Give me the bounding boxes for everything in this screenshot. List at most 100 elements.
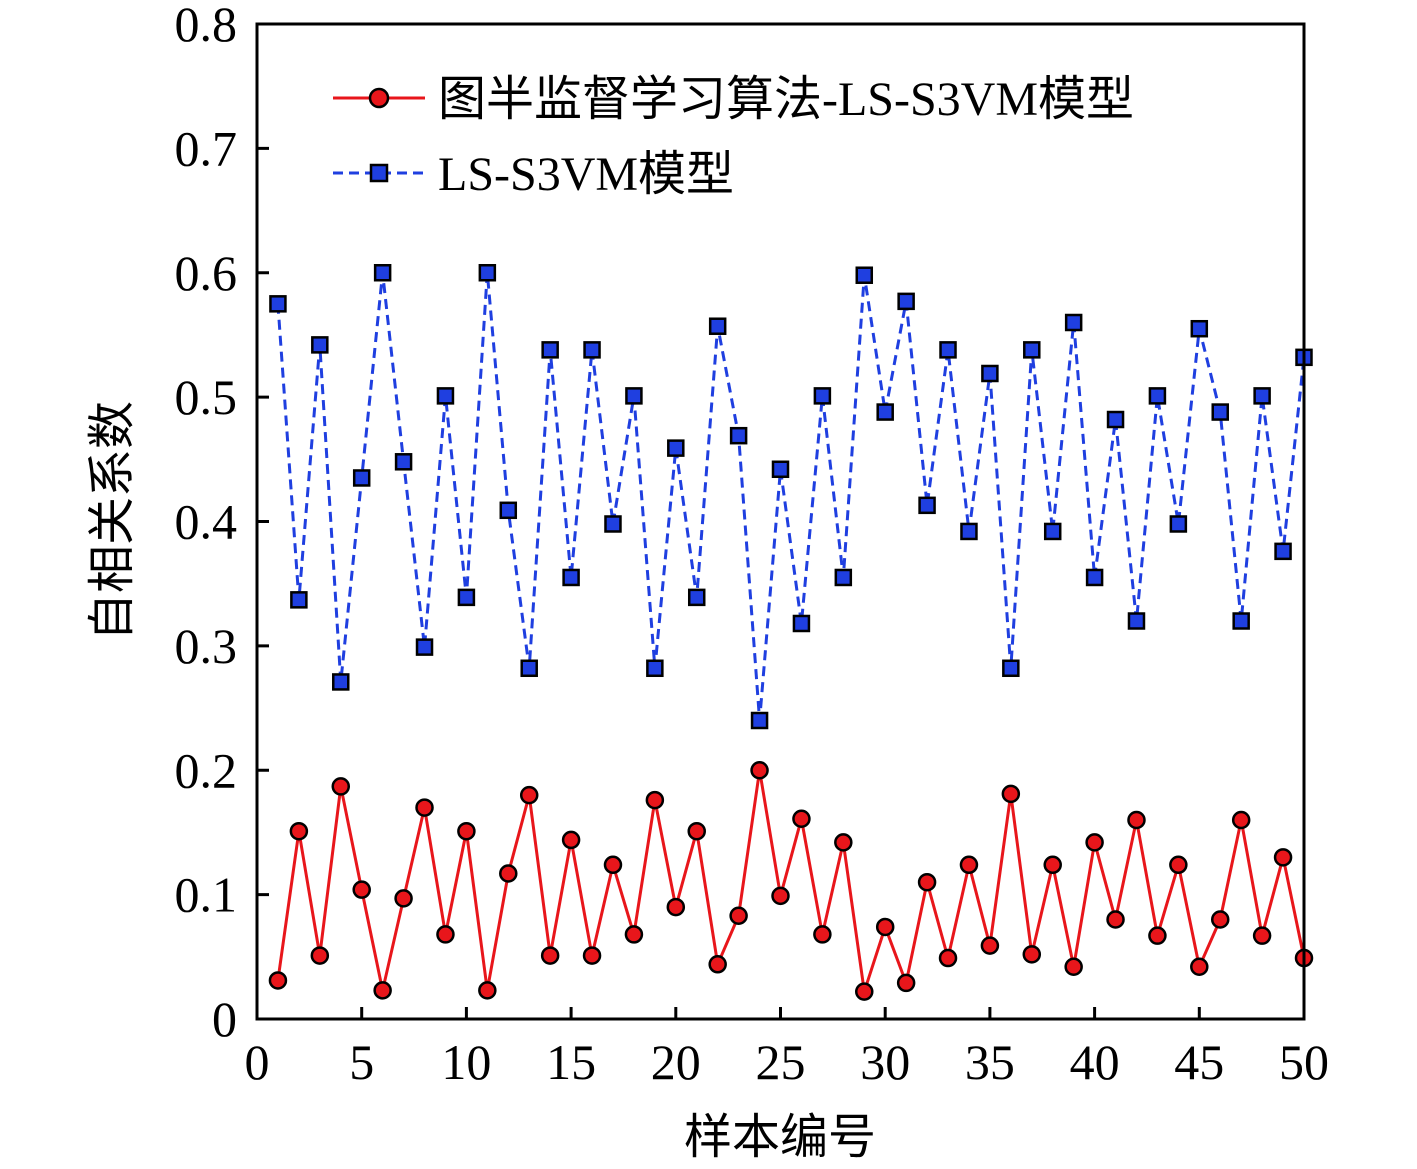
series-1-point <box>729 906 748 926</box>
x-tick-label: 0 <box>245 1034 270 1090</box>
series-2-point <box>1002 659 1020 678</box>
series-1-point <box>666 897 686 917</box>
series-1-point <box>1085 833 1104 852</box>
series-1-point <box>289 821 309 841</box>
series-1-point <box>1001 784 1021 804</box>
series-1-point <box>436 925 455 944</box>
y-tick-label: 0.5 <box>175 369 238 425</box>
series-2-point <box>290 591 308 609</box>
series-1-point <box>1106 910 1125 929</box>
y-tick-label: 0.3 <box>175 618 238 674</box>
x-tick-label: 35 <box>965 1034 1015 1090</box>
series-1-point <box>980 936 1000 955</box>
series-2-point <box>1211 403 1229 421</box>
series-1-point <box>834 833 853 852</box>
series-2-point <box>1190 319 1209 338</box>
series-1-point <box>603 855 623 875</box>
series-1-point <box>268 971 288 990</box>
series-1-point <box>1252 926 1272 945</box>
series-2-point <box>897 292 915 311</box>
y-tick-label: 0.7 <box>175 120 238 176</box>
series-1-point <box>1043 855 1062 875</box>
legend-label-1: 图半监督学习算法-LS-S3VM模型 <box>438 73 1134 126</box>
x-tick-label: 25 <box>756 1034 806 1090</box>
series-1-point <box>1127 810 1146 830</box>
series-1-point <box>1064 957 1083 977</box>
series-2-point <box>1043 522 1062 541</box>
series-1-point <box>792 809 811 829</box>
series-2-point <box>394 453 413 471</box>
series-2-point <box>834 568 853 587</box>
series-1-point <box>1022 945 1042 964</box>
series-1-point <box>352 880 371 899</box>
series-1-point <box>1210 910 1230 929</box>
series-1-point <box>540 946 560 965</box>
legend-marker-2 <box>369 163 389 183</box>
y-tick-label: 0.8 <box>175 0 238 52</box>
series-1-point <box>310 946 330 965</box>
x-tick-label: 40 <box>1070 1034 1120 1090</box>
series-1-point <box>457 821 476 841</box>
series-1-point <box>813 925 832 944</box>
series-1-point <box>896 973 916 993</box>
series-2-point <box>562 568 580 587</box>
series-2-point <box>1169 515 1188 533</box>
series-1-point <box>687 821 706 841</box>
series-1-point <box>331 777 351 796</box>
series-2-point <box>939 341 957 359</box>
series-1-point <box>415 798 434 817</box>
series-2-point <box>729 426 748 445</box>
series-2-point <box>269 295 287 313</box>
axis-ticks: 0 5 10 15 20 25 30 35 40 45 50 0 0.1 0.2 0.3 0.4 0.5 0.6 0… <box>175 0 1330 1090</box>
series-2-point <box>1232 612 1250 630</box>
y-tick-label: 0 <box>212 991 237 1047</box>
series-2-point <box>1127 612 1146 630</box>
series-1-point <box>499 864 518 883</box>
y-tick-label: 0.6 <box>175 245 238 301</box>
series-2-point <box>436 387 455 405</box>
series-2-point <box>352 469 371 487</box>
series-1-point <box>582 946 602 965</box>
series-1-point <box>373 981 392 1000</box>
series-2-point <box>1064 313 1083 332</box>
series-2-point <box>457 588 476 607</box>
x-tick-label: 45 <box>1174 1034 1224 1090</box>
series-2-point <box>311 336 329 354</box>
series-2-point <box>332 673 350 691</box>
series-1-point <box>478 981 497 1000</box>
series-2-point <box>708 317 727 335</box>
series-2-point <box>792 614 811 633</box>
series-2-point <box>604 515 622 533</box>
series-2-point <box>1106 410 1125 429</box>
x-tick-label: 50 <box>1279 1034 1329 1090</box>
x-tick-label: 30 <box>860 1034 910 1090</box>
series-1-point <box>959 855 979 875</box>
series-2-point <box>855 266 874 284</box>
legend-marker-1 <box>368 87 390 109</box>
series-2-point <box>373 264 392 282</box>
series-2-point <box>750 711 769 730</box>
series-2-point <box>687 588 706 607</box>
legend: 图半监督学习算法-LS-S3VM模型 LS-S3VM模型 <box>333 73 1134 201</box>
series-2-point <box>918 496 936 515</box>
series-2-point <box>520 659 538 678</box>
series-2-point <box>478 264 497 282</box>
series-2-line <box>276 272 1306 721</box>
y-axis-title: 自相关系数 <box>84 401 140 641</box>
series-2-point <box>541 341 559 359</box>
legend-label-2: LS-S3VM模型 <box>438 148 734 201</box>
y-tick-label: 0.2 <box>175 742 238 798</box>
series-1-point <box>561 830 581 850</box>
series-2-point <box>771 460 790 479</box>
series-2-point <box>876 403 894 421</box>
series-1-point <box>1273 848 1293 867</box>
x-tick-label: 5 <box>349 1034 374 1090</box>
series-2-point <box>646 659 664 678</box>
series-1-point <box>1190 957 1209 977</box>
series-1-point <box>875 917 895 937</box>
series-2-point <box>1023 341 1041 359</box>
series-2-point <box>981 364 999 383</box>
series-1-point <box>624 925 644 944</box>
series-2-point <box>499 501 518 520</box>
